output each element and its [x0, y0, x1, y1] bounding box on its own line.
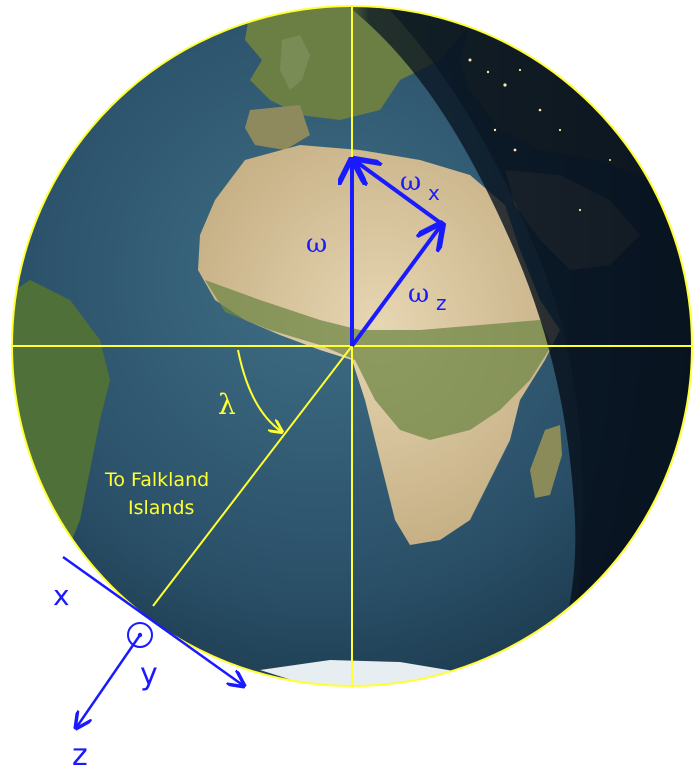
omega-z-subscript: z	[436, 291, 447, 315]
axis-y-label: y	[140, 657, 158, 692]
axis-z-label: z	[72, 738, 88, 769]
axis-x-label: x	[53, 579, 70, 612]
omega-z-label: ω	[408, 279, 429, 309]
falkland-label-line1: To Falkland	[104, 469, 209, 491]
lambda-label: λ	[218, 388, 236, 421]
z-axis-line	[76, 635, 140, 728]
omega-x-subscript: x	[428, 181, 440, 205]
omega-x-label: ω	[400, 167, 421, 197]
falkland-label-line2: Islands	[128, 497, 194, 519]
omega-label: ω	[306, 229, 327, 259]
y-axis-dot	[138, 633, 142, 637]
